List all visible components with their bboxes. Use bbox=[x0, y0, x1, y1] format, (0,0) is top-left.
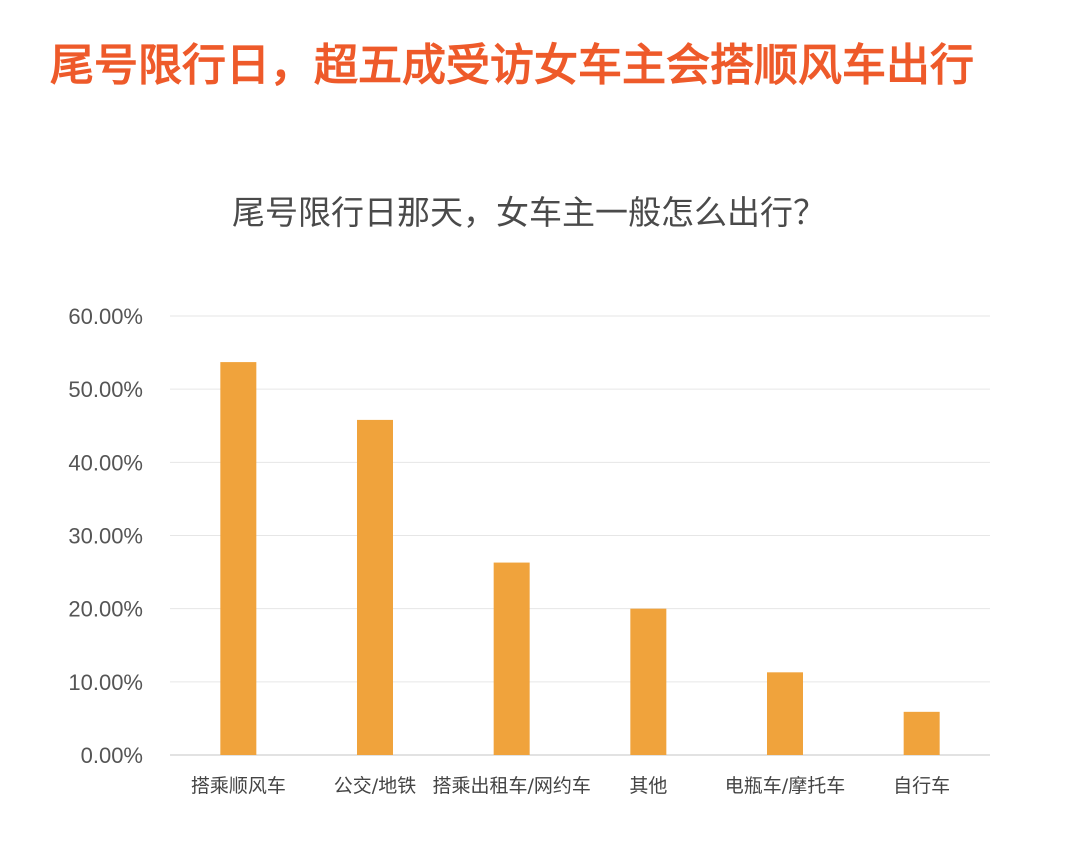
y-axis: 0.00% 10.00% 20.00% 30.00% 40.00% 50.00% 60.00… bbox=[68, 304, 143, 768]
x-tick-label: 电瓶车/摩托车 bbox=[725, 775, 845, 797]
bar bbox=[357, 419, 393, 755]
x-tick-label: 搭乘顺风车 bbox=[191, 775, 286, 797]
x-tick-label: 公交/地铁 bbox=[334, 775, 416, 797]
bar bbox=[493, 562, 530, 755]
y-tick-label: 30.00% bbox=[68, 524, 143, 549]
x-axis: 搭乘顺风车 公交/地铁 搭乘出租车/网约车 其他 电瓶车/摩托车 自行车 bbox=[191, 775, 950, 797]
headline: 尾号限行日，超五成受访女车主会搭顺风车出行 bbox=[50, 40, 974, 91]
x-tick-label: 自行车 bbox=[893, 775, 950, 797]
x-tick-label: 其他 bbox=[629, 775, 667, 797]
bars bbox=[220, 362, 940, 755]
y-tick-label: 60.00% bbox=[68, 304, 143, 329]
bar bbox=[767, 672, 803, 755]
chart-title: 尾号限行日那天，女车主一般怎么出行？ bbox=[232, 193, 826, 232]
y-tick-label: 10.00% bbox=[68, 670, 143, 695]
bar bbox=[220, 362, 257, 755]
gridlines bbox=[170, 315, 990, 756]
y-tick-label: 20.00% bbox=[68, 597, 143, 622]
y-tick-label: 50.00% bbox=[68, 377, 143, 402]
y-tick-label: 0.00% bbox=[81, 743, 143, 768]
bar bbox=[630, 608, 667, 755]
y-tick-label: 40.00% bbox=[68, 450, 143, 475]
bar bbox=[903, 711, 940, 755]
x-tick-label: 搭乘出租车/网约车 bbox=[432, 775, 590, 797]
